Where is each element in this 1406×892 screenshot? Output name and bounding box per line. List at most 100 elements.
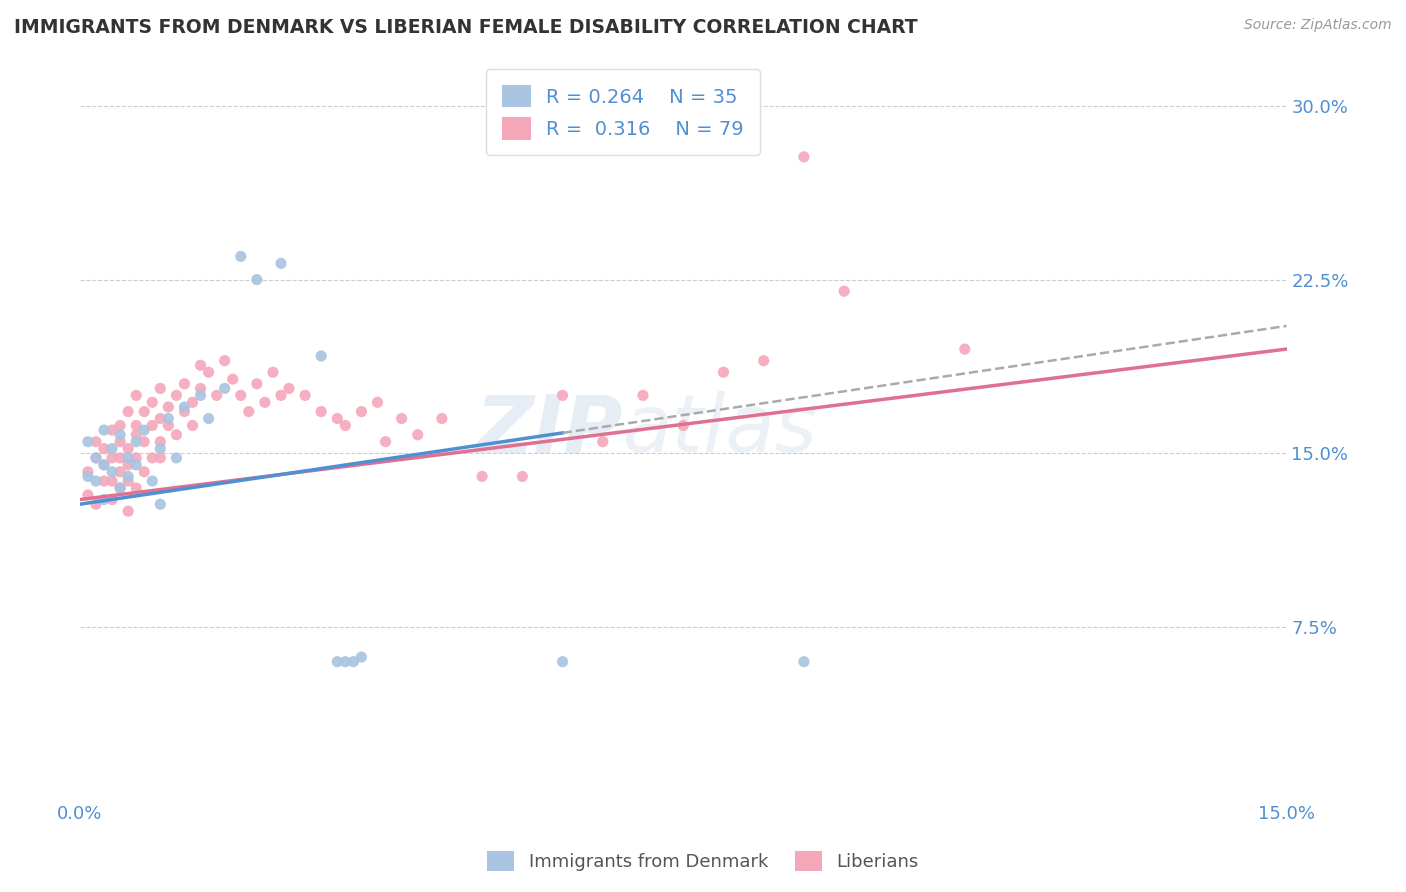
Point [238,404,260,418]
Legend: R = 0.264    N = 35, R =  0.316    N = 79: R = 0.264 N = 35, R = 0.316 N = 79 [486,70,759,155]
Point [246,272,269,286]
Point [270,388,292,402]
Point [512,469,534,483]
Point [262,365,284,379]
Point [117,469,139,483]
Point [101,492,124,507]
Point [108,465,131,479]
Point [84,450,107,465]
Point [84,434,107,449]
Point [149,434,172,449]
Point [173,400,195,414]
Point [430,411,453,425]
Point [551,388,574,402]
Point [93,458,115,472]
Point [125,481,148,495]
Point [125,388,148,402]
Point [108,450,131,465]
Point [93,474,115,488]
Point [953,342,976,356]
Point [551,655,574,669]
Point [84,450,107,465]
Point [471,469,494,483]
Point [108,481,131,495]
Point [631,388,654,402]
Point [101,474,124,488]
Point [157,411,180,425]
Point [108,481,131,495]
Point [190,358,212,372]
Point [134,423,156,437]
Point [149,411,172,425]
Point [229,388,252,402]
Point [367,395,389,409]
Point [125,450,148,465]
Point [93,442,115,456]
Point [108,434,131,449]
Point [173,376,195,391]
Point [141,418,163,433]
Point [77,465,100,479]
Point [101,465,124,479]
Point [117,442,139,456]
Point [214,381,236,395]
Point [125,418,148,433]
Point [149,381,172,395]
Point [672,418,695,433]
Point [134,404,156,418]
Point [117,504,139,518]
Point [326,655,349,669]
Point [793,150,815,164]
Point [253,395,276,409]
Point [181,395,204,409]
Point [326,411,349,425]
Point [93,458,115,472]
Point [165,450,187,465]
Point [335,418,357,433]
Point [117,474,139,488]
Text: ZIP: ZIP [475,391,623,469]
Point [214,353,236,368]
Point [93,492,115,507]
Point [222,372,245,386]
Point [246,376,269,391]
Point [101,450,124,465]
Point [108,418,131,433]
Point [134,434,156,449]
Point [125,458,148,472]
Text: IMMIGRANTS FROM DENMARK VS LIBERIAN FEMALE DISABILITY CORRELATION CHART: IMMIGRANTS FROM DENMARK VS LIBERIAN FEMA… [14,18,918,37]
Point [406,427,429,442]
Point [141,395,163,409]
Point [713,365,735,379]
Point [101,423,124,437]
Point [165,388,187,402]
Point [832,284,855,298]
Point [77,434,100,449]
Point [149,442,172,456]
Point [93,423,115,437]
Point [197,365,219,379]
Point [108,427,131,442]
Point [149,497,172,511]
Point [141,450,163,465]
Point [173,404,195,418]
Point [125,427,148,442]
Point [84,474,107,488]
Point [793,655,815,669]
Point [134,465,156,479]
Point [278,381,301,395]
Point [117,458,139,472]
Point [197,411,219,425]
Point [309,404,332,418]
Point [752,353,775,368]
Legend: Immigrants from Denmark, Liberians: Immigrants from Denmark, Liberians [479,844,927,879]
Point [181,418,204,433]
Point [391,411,413,425]
Point [165,427,187,442]
Point [374,434,396,449]
Point [141,474,163,488]
Point [592,434,614,449]
Point [117,404,139,418]
Point [157,418,180,433]
Point [350,404,373,418]
